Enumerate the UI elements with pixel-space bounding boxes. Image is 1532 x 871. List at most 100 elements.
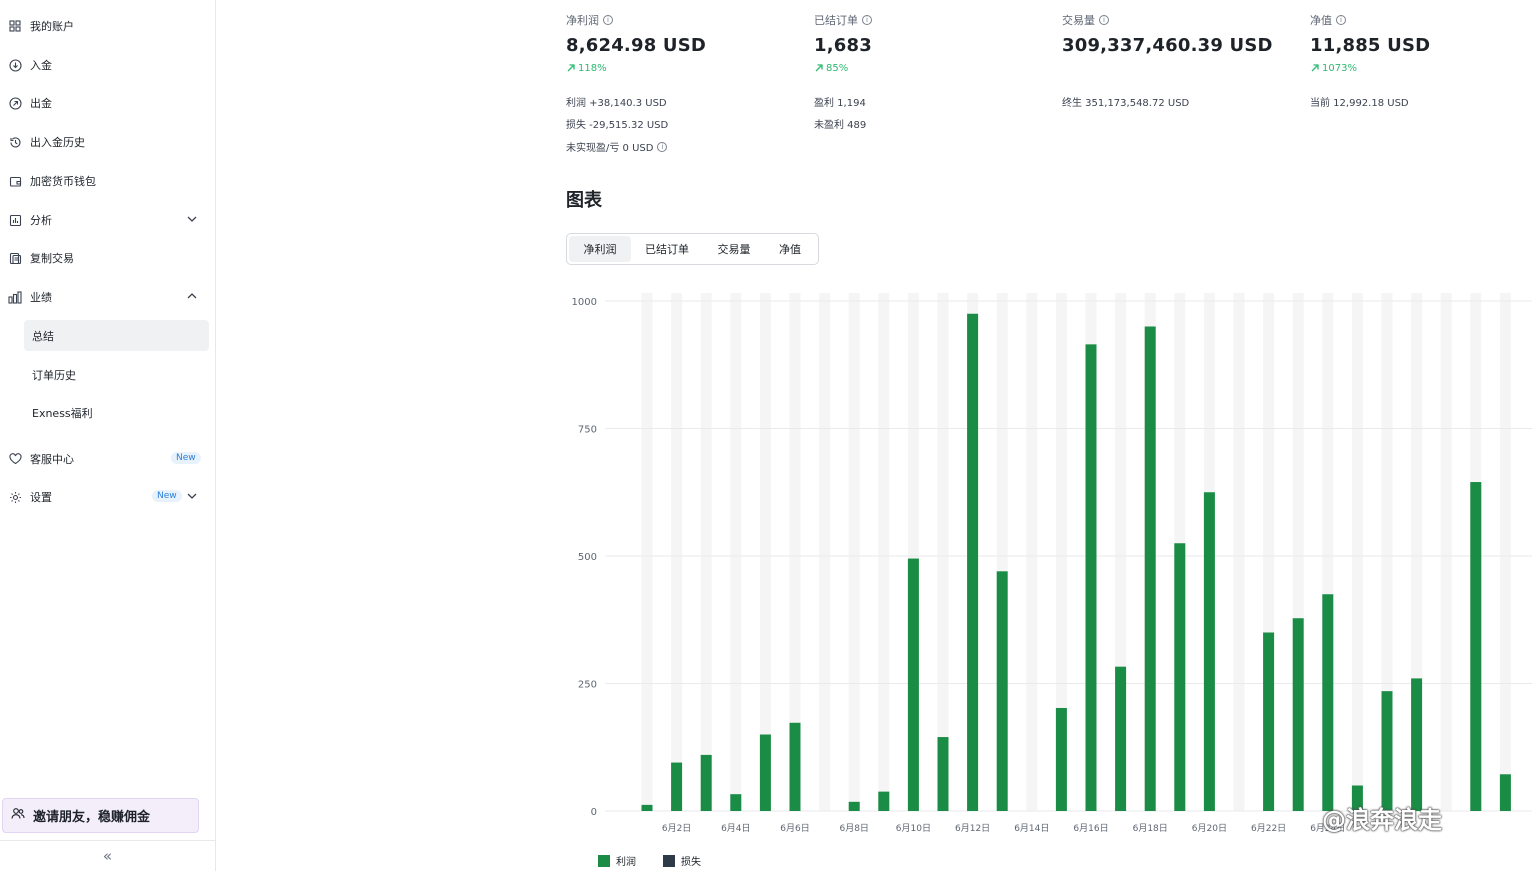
bar [1351, 785, 1363, 811]
column-band [1115, 293, 1127, 811]
sidebar-item-label: 分析 [30, 214, 52, 227]
tab-net-profit[interactable]: 净利润 [569, 236, 631, 262]
sidebar: 我的账户 入金 出金 出入金历史 加密货币钱包 分析 [0, 0, 216, 871]
sidebar-item-withdraw[interactable]: 出金 [0, 88, 216, 118]
sidebar-item-my-account[interactable]: 我的账户 [0, 11, 216, 41]
y-tick-label: 0 [591, 807, 597, 818]
sidebar-subitem-label: 订单历史 [32, 368, 76, 382]
sidebar-item-analytics[interactable]: 分析 [0, 205, 216, 235]
legend-swatch-profit [598, 854, 610, 867]
wallet-icon [8, 174, 22, 188]
sidebar-subitem-label: Exness福利 [32, 406, 93, 420]
legend-swatch-loss [663, 854, 675, 867]
column-band [1411, 293, 1423, 811]
bar [967, 313, 979, 811]
stat-line-unrealized: 未实现盈/亏 0 USD i [566, 139, 668, 154]
sidebar-item-label: 加密货币钱包 [30, 175, 96, 188]
stat-delta: 118% [566, 62, 806, 74]
column-band [1233, 293, 1245, 811]
legend-item-profit[interactable]: 利润 [598, 853, 636, 868]
tab-volume[interactable]: 交易量 [717, 243, 751, 256]
bar [1174, 543, 1186, 811]
sidebar-item-performance[interactable]: 业绩 [0, 282, 216, 312]
info-icon[interactable]: i [603, 15, 613, 25]
column-band [878, 293, 890, 811]
legend-item-loss[interactable]: 损失 [663, 853, 701, 868]
stat-line: 当前 12,992.18 USD [1310, 98, 1409, 109]
stat-equity: 净值 i 11,885 USD 1073% 当前 12,992.18 USD [1310, 12, 1520, 109]
deposit-icon [8, 58, 22, 72]
heart-icon [8, 452, 22, 466]
copy-trading-icon [8, 251, 22, 265]
sidebar-item-copy-trading[interactable]: 复制交易 [0, 243, 216, 273]
bar [1263, 632, 1275, 811]
column-band [1026, 293, 1038, 811]
info-icon[interactable]: i [1099, 15, 1109, 25]
sidebar-item-crypto-wallet[interactable]: 加密货币钱包 [0, 166, 216, 196]
column-band [1381, 293, 1393, 811]
x-tick-label: 6月10日 [896, 823, 931, 834]
sidebar-item-deposit[interactable]: 入金 [0, 50, 216, 80]
x-tick-label: 6月18日 [1133, 823, 1168, 834]
stat-title: 净值 [1310, 14, 1332, 27]
column-band [789, 293, 801, 811]
sidebar-item-label: 出金 [30, 97, 52, 110]
y-tick-label: 1000 [572, 297, 597, 308]
x-tick-label: 6月16日 [1073, 823, 1108, 834]
column-band [937, 293, 949, 811]
column-band [671, 293, 683, 811]
tab-equity[interactable]: 净值 [779, 243, 801, 256]
bar [1055, 707, 1067, 811]
double-chevron-left-icon: « [102, 847, 113, 865]
bar [641, 804, 653, 811]
watermark: @浪奔浪走 [1322, 806, 1442, 834]
stat-line: 损失 -29,515.32 USD [566, 120, 669, 131]
bar [1144, 326, 1156, 811]
stat-net-profit: 净利润 i 8,624.98 USD 118% 利润 +38,140.3 USD … [566, 12, 806, 154]
x-tick-label: 6月14日 [1014, 823, 1049, 834]
new-badge: New [152, 490, 182, 502]
info-icon[interactable]: i [1336, 15, 1346, 25]
bar [1381, 691, 1393, 811]
stat-line: 终生 351,173,548.72 USD [1062, 98, 1190, 109]
stat-delta [1062, 62, 1302, 74]
bar [1292, 618, 1304, 811]
column-band [1263, 293, 1275, 811]
bar [1203, 492, 1215, 811]
collapse-sidebar-button[interactable]: « [0, 840, 215, 871]
sidebar-item-settings[interactable]: 设置 New [0, 482, 216, 512]
new-badge: New [171, 452, 201, 464]
bar [1322, 594, 1334, 811]
info-icon[interactable]: i [862, 15, 872, 25]
legend-label: 损失 [681, 857, 701, 868]
chart-tabs: 净利润 已结订单 交易量 净值 [566, 233, 819, 265]
sidebar-item-label: 出入金历史 [30, 136, 85, 149]
x-tick-label: 6月12日 [955, 823, 990, 834]
column-band [1440, 293, 1452, 811]
sidebar-subitem-summary[interactable]: 总结 [24, 320, 209, 351]
sidebar-item-history[interactable]: 出入金历史 [0, 127, 216, 157]
info-icon[interactable]: i [657, 141, 668, 152]
stat-line-text: 未实现盈/亏 0 USD [566, 143, 654, 154]
stat-line: 盈利 1,194 [814, 98, 866, 109]
stat-delta: 85% [814, 62, 1054, 74]
bar [937, 737, 949, 811]
invite-friends-button[interactable]: 邀请朋友，稳赚佣金 [2, 798, 199, 833]
column-band [700, 293, 712, 811]
y-tick-label: 750 [578, 425, 597, 436]
chevron-down-icon [186, 490, 200, 504]
grid-icon [8, 19, 22, 33]
sidebar-subitem-exness-benefits[interactable]: Exness福利 [24, 397, 209, 428]
sidebar-subitem-order-history[interactable]: 订单历史 [24, 359, 209, 390]
gear-icon [8, 490, 22, 504]
bar [1115, 666, 1127, 811]
tab-closed-orders[interactable]: 已结订单 [645, 243, 689, 256]
sidebar-item-support[interactable]: 客服中心 New [0, 444, 216, 474]
x-tick-label: 6月6日 [780, 823, 809, 834]
y-tick-label: 500 [578, 552, 597, 563]
stat-line: 未盈利 489 [814, 120, 867, 131]
stat-title: 已结订单 [814, 14, 858, 27]
users-icon [11, 807, 25, 824]
arrow-up-right-icon [567, 64, 575, 72]
column-band [730, 293, 742, 811]
